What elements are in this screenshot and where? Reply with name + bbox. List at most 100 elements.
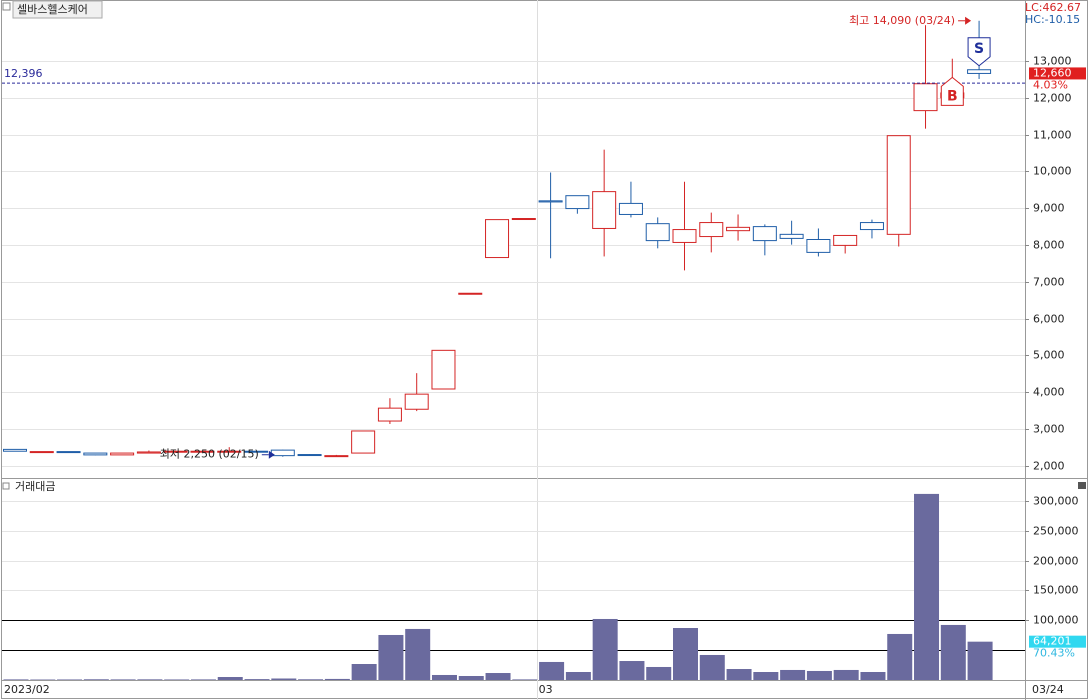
y-tick-label: 5,000 [1033, 349, 1065, 362]
y-tick-label: 7,000 [1033, 276, 1065, 289]
candle-body [779, 233, 804, 239]
candle-body [56, 451, 81, 454]
candle-body [699, 222, 724, 238]
volume-bar [405, 628, 431, 680]
candle-body [726, 226, 751, 232]
annotation-arrowhead [268, 450, 275, 459]
candle-body [190, 450, 215, 453]
x-tick-label: 2023/02 [4, 683, 50, 696]
x-tick-label: 03/24 [1032, 683, 1064, 696]
y-tick-label: 200,000 [1033, 555, 1079, 568]
volume-bar [914, 493, 940, 680]
volume-change: 70.43% [1033, 647, 1075, 660]
candle-body [404, 393, 429, 410]
volume-tag-label: 64,201 [1033, 635, 1072, 648]
volume-bar [458, 676, 484, 680]
candle-body [538, 200, 563, 203]
y-tick-label: 6,000 [1033, 313, 1065, 326]
candle-body [351, 430, 376, 454]
candle-body [833, 234, 858, 246]
price-tag [1029, 67, 1086, 80]
y-tick-label: 9,000 [1033, 202, 1065, 215]
volume-bar [244, 679, 270, 680]
candle-body [967, 69, 992, 74]
candle-body [458, 292, 483, 295]
chart-title: 셀바스헬스케어 [17, 3, 88, 16]
indicator: LC:462.67 [1025, 1, 1081, 14]
annotation: 최저 2,250 (02/15) [160, 448, 259, 461]
candle-body [377, 407, 402, 422]
y-tick-label: 12,000 [1033, 92, 1072, 105]
candle-body [913, 83, 938, 112]
pane-button[interactable] [1078, 482, 1086, 489]
y-tick-label: 10,000 [1033, 165, 1072, 178]
candle-body [244, 450, 269, 453]
volume-bar [164, 679, 190, 680]
volume-bar [217, 677, 243, 680]
volume-bar [485, 673, 511, 680]
icon [2, 482, 10, 490]
annotation-arrowhead [965, 16, 972, 25]
volume-bar [565, 672, 591, 680]
volume-title: 거래대금 [15, 480, 55, 493]
signal-marker [967, 37, 991, 67]
candle-body [29, 451, 54, 454]
volume-bar [619, 661, 645, 680]
volume-bar [673, 628, 698, 680]
volume-bar [3, 679, 29, 680]
candle-body [886, 135, 911, 235]
signal-marker [940, 76, 964, 106]
price-tag-label: 12,660 [1033, 66, 1072, 79]
candle-body [136, 451, 161, 454]
ref-label: 12,396 [4, 67, 43, 80]
change-label: 4.03% [1033, 78, 1068, 91]
volume-bar [646, 666, 672, 680]
candle-body [592, 191, 617, 229]
volume-bar [271, 678, 297, 680]
volume-bar [699, 654, 725, 680]
annotation: 최고 14,090 (03/24) [849, 14, 955, 27]
candle-body [806, 239, 831, 253]
y-tick-label: 11,000 [1033, 129, 1072, 142]
volume-bar [57, 679, 83, 680]
volume-bar [512, 679, 538, 680]
x-tick-label: 03 [539, 683, 553, 696]
candle-body [618, 202, 643, 215]
candle-body [431, 349, 456, 390]
y-tick-label: 100,000 [1033, 614, 1079, 627]
volume-bar [806, 670, 832, 680]
volume-bar [351, 664, 377, 680]
volume-bar [780, 669, 806, 680]
y-tick-label: 8,000 [1033, 239, 1065, 252]
y-tick-label: 2,000 [1033, 460, 1065, 473]
candle-body [297, 454, 322, 457]
candle-body [110, 452, 135, 456]
y-tick-label: 250,000 [1033, 525, 1079, 538]
volume-bar [378, 634, 404, 680]
candle-body [672, 229, 697, 243]
volume-bar [967, 641, 993, 680]
y-tick-label: 4,000 [1033, 386, 1065, 399]
candle-body [324, 455, 349, 458]
volume-bar [324, 678, 350, 680]
indicator: HC:-10.15 [1025, 13, 1080, 26]
volume-bar [190, 679, 216, 680]
volume-bar [431, 674, 457, 680]
y-tick-label: 150,000 [1033, 584, 1079, 597]
icon [2, 2, 11, 11]
candle-body [163, 450, 188, 453]
volume-tag [1029, 635, 1086, 648]
candle-body [859, 222, 884, 231]
volume-bar [860, 672, 886, 680]
candle-body [752, 226, 777, 242]
volume-bar [110, 679, 136, 680]
candle-body [217, 450, 242, 453]
candle-body [3, 448, 27, 452]
candle-body [511, 218, 536, 221]
candle-body [485, 219, 510, 259]
candle-body [83, 452, 108, 456]
y-tick-label: 13,000 [1033, 55, 1072, 68]
volume-bar [887, 633, 913, 680]
volume-bar [298, 679, 324, 680]
